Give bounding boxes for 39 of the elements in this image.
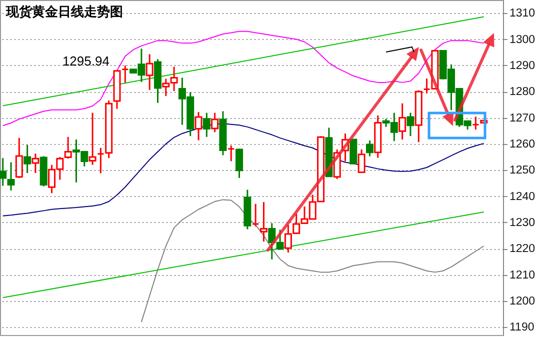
y-tick-label: 1250: [510, 164, 536, 177]
y-tick-label: 1200: [510, 295, 536, 308]
candlestick: [64, 136, 72, 160]
candlestick: [15, 137, 23, 179]
candlestick: [366, 140, 374, 157]
annotation: 1295.94: [62, 54, 110, 69]
y-tick-label: 1190: [510, 322, 534, 334]
candlestick: [236, 148, 244, 179]
candlestick: [194, 111, 202, 142]
candlestick: [24, 144, 32, 174]
candlestick: [260, 201, 268, 242]
candlestick: [252, 203, 260, 228]
candlestick: [227, 144, 235, 162]
candlestick: [88, 112, 96, 166]
line-series: [140, 199, 484, 322]
candlestick: [211, 112, 219, 133]
candlestick: [121, 64, 129, 84]
candlestick: [7, 162, 15, 192]
candlestick: [406, 112, 414, 137]
y-tick-label: 1260: [510, 138, 536, 150]
candlestick: [202, 112, 210, 138]
candlestick: [0, 157, 7, 187]
y-tick-label: 1220: [510, 243, 536, 256]
y-tick-label: 1240: [510, 190, 536, 203]
candlestick: [268, 222, 276, 260]
y-tick-label: 1300: [510, 34, 536, 46]
chart-title: 现货黄金日线走势图: [5, 4, 123, 19]
candlestick: [358, 148, 366, 173]
y-tick-label: 1310: [510, 8, 536, 20]
y-tick-label: 1210: [510, 269, 536, 282]
candlestick: [398, 102, 406, 140]
y-tick-label: 1280: [510, 86, 536, 98]
y-tick-label: 1230: [510, 216, 536, 229]
candlestick: [146, 53, 154, 91]
candlestick: [472, 116, 480, 130]
y-tick-label: 1270: [510, 112, 536, 124]
y-tick-label: 1290: [510, 60, 536, 72]
candlestick: [276, 229, 284, 251]
candlestick: [32, 152, 40, 174]
